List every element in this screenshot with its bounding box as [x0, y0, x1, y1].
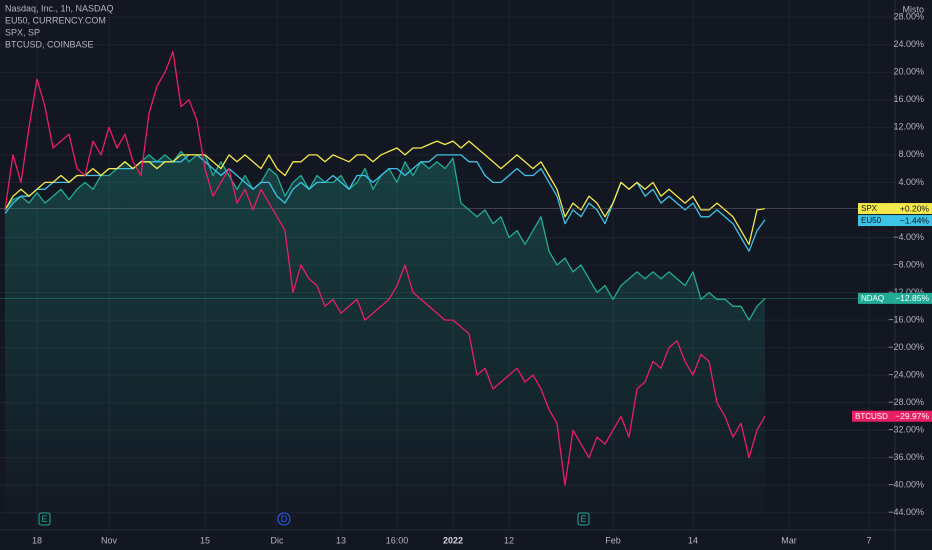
value-tag-box	[895, 203, 932, 215]
last-value: −12.85%	[895, 293, 929, 303]
x-tick-label: 16:00	[386, 535, 409, 545]
last-value: +0.20%	[900, 203, 930, 213]
last-value: −29.97%	[895, 411, 929, 421]
y-tick-label: −36.00%	[888, 452, 924, 462]
event-marker[interactable]: E	[38, 512, 51, 526]
x-tick-label: 13	[336, 535, 346, 545]
event-label: E	[580, 514, 586, 524]
y-tick-label: −4.00%	[893, 232, 924, 242]
event-marker[interactable]: D	[277, 512, 291, 526]
area	[5, 151, 765, 530]
y-tick-label: 16.00%	[893, 94, 924, 104]
last-value: −1.44%	[900, 215, 930, 225]
y-tick-label: −44.00%	[888, 507, 924, 517]
value-tag: NDAQ −12.85%	[858, 292, 932, 304]
event-label: E	[41, 514, 47, 524]
value-tag-box	[895, 215, 932, 227]
x-tick-label: 18	[32, 535, 42, 545]
value-tag: SPX +0.20%	[858, 203, 932, 215]
series-line	[4, 50, 766, 486]
x-tick-label: 7	[866, 535, 871, 545]
scale-mode[interactable]: Misto	[902, 4, 924, 14]
y-tick-label: 4.00%	[898, 177, 924, 187]
x-tick-label: Dic	[271, 535, 284, 545]
y-tick-label: −28.00%	[888, 397, 924, 407]
legend-entry: SPX, SP	[5, 27, 40, 37]
y-tick-label: 8.00%	[898, 149, 924, 159]
x-tick-label: Mar	[781, 535, 797, 545]
legend-entry: EU50, CURRENCY.COM	[5, 15, 106, 25]
series-line	[4, 140, 766, 246]
series-name: NDAQ	[861, 294, 884, 303]
series-line	[4, 154, 766, 252]
y-tick-label: −8.00%	[893, 259, 924, 269]
y-tick-label: 24.00%	[893, 39, 924, 49]
value-tag-box	[895, 292, 932, 304]
y-tick-label: −40.00%	[888, 480, 924, 490]
x-tick-label: Feb	[605, 535, 621, 545]
y-tick-label: 12.00%	[893, 122, 924, 132]
value-tag: EU50 −1.44%	[858, 215, 932, 227]
x-tick-label: Nov	[101, 535, 118, 545]
y-tick-label: 28.00%	[893, 12, 924, 22]
x-tick-label: 14	[688, 535, 698, 545]
value-tag-box	[895, 410, 932, 422]
y-tick-label: −16.00%	[888, 314, 924, 324]
y-tick-label: −32.00%	[888, 425, 924, 435]
y-tick-label: −24.00%	[888, 370, 924, 380]
series-name: SPX	[861, 204, 878, 213]
value-tag: BTCUSD −29.97%	[852, 410, 932, 422]
y-tick-label: −20.00%	[888, 342, 924, 352]
event-marker[interactable]: E	[577, 512, 590, 526]
event-label: D	[281, 514, 288, 524]
legend-entry: Nasdaq, Inc., 1h, NASDAQ	[5, 3, 114, 13]
value-tag-box	[858, 215, 895, 227]
x-tick-label: 2022	[443, 535, 463, 545]
y-tick-label: −12.00%	[888, 287, 924, 297]
value-tag-box	[858, 292, 895, 304]
x-tick-label: 15	[200, 535, 210, 545]
value-tag-box	[852, 410, 895, 422]
series-name: EU50	[861, 216, 882, 225]
y-tick-label: 20.00%	[893, 67, 924, 77]
value-tag-box	[858, 203, 895, 215]
x-tick-label: 12	[504, 535, 514, 545]
legend-entry: BTCUSD, COINBASE	[5, 39, 94, 49]
series-name: BTCUSD	[855, 412, 888, 421]
